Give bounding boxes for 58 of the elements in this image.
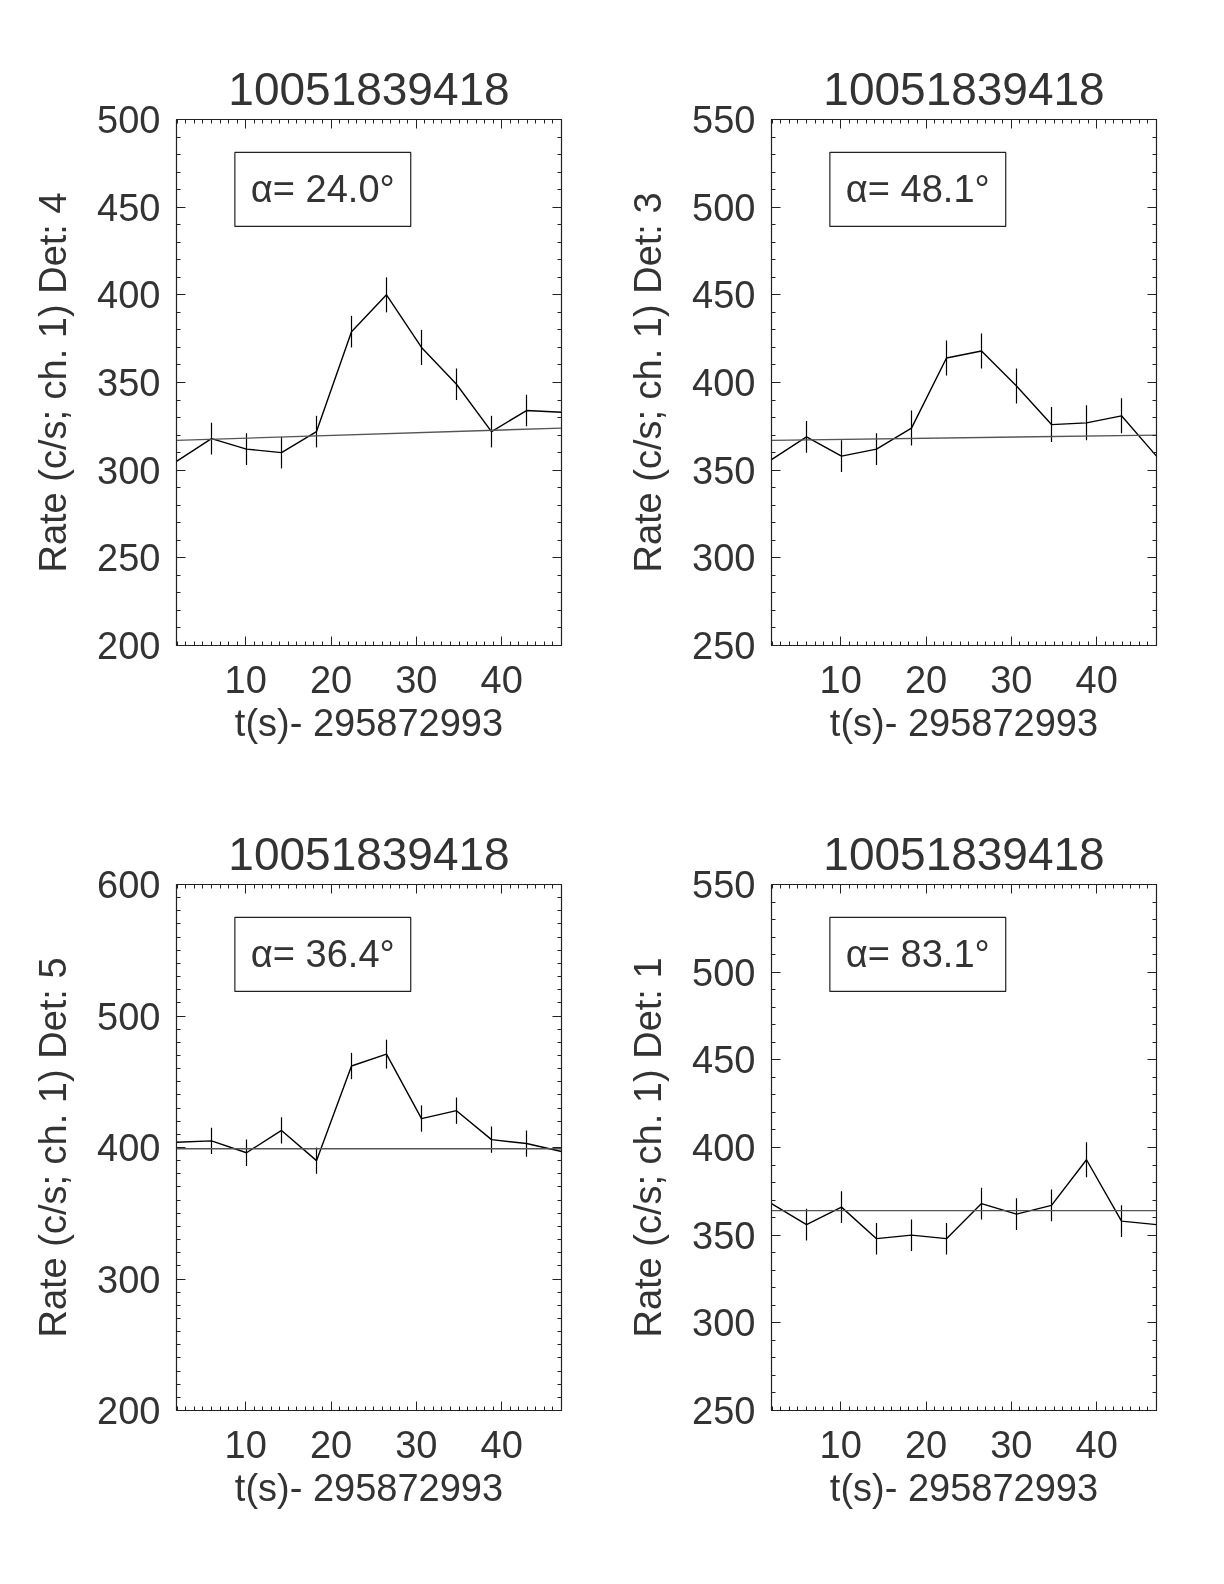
y-tick-label: 300: [692, 537, 756, 580]
chart-title: 10051839418: [823, 827, 1105, 880]
y-axis-title: Rate (c/s; ch. 1) Det: 3: [627, 192, 670, 573]
x-tick-label: 40: [1075, 658, 1118, 701]
x-tick-label: 40: [1075, 1423, 1118, 1466]
y-tick-label: 550: [692, 864, 756, 906]
x-tick-label: 40: [480, 1423, 523, 1466]
y-tick-label: 400: [97, 274, 161, 317]
y-tick-label: 400: [692, 1127, 756, 1169]
x-tick-label: 10: [224, 1423, 267, 1466]
x-tick-label: 10: [819, 658, 862, 701]
x-tick-label: 20: [904, 658, 948, 701]
x-tick-label: 30: [395, 1423, 438, 1466]
y-tick-label: 250: [692, 1390, 756, 1432]
annotation: α= 36.4°: [250, 933, 395, 976]
x-tick-label: 20: [309, 1423, 353, 1466]
annotation: α= 24.0°: [250, 168, 395, 211]
y-axis-title: Rate (c/s; ch. 1) Det: 5: [32, 957, 75, 1338]
y-tick-label: 450: [97, 186, 161, 229]
x-tick-label: 20: [904, 1423, 948, 1466]
x-axis-title: t(s)- 295872993: [829, 1466, 1099, 1509]
x-tick-label: 10: [819, 1423, 862, 1466]
annotation: α= 48.1°: [845, 168, 990, 211]
x-axis-title: t(s)- 295872993: [234, 701, 504, 744]
y-tick-label: 300: [97, 449, 161, 492]
x-tick-label: 30: [395, 658, 438, 701]
x-axis-title: t(s)- 295872993: [234, 1466, 504, 1509]
y-tick-label: 500: [97, 995, 161, 1038]
y-tick-label: 350: [97, 362, 161, 404]
y-tick-label: 500: [692, 951, 756, 994]
y-tick-label: 450: [692, 1039, 756, 1082]
y-tick-label: 400: [97, 1127, 161, 1169]
y-tick-label: 300: [97, 1258, 161, 1301]
y-tick-label: 500: [692, 186, 756, 229]
chart-title: 10051839418: [228, 827, 510, 880]
y-tick-label: 500: [97, 99, 161, 141]
y-tick-label: 250: [692, 625, 756, 667]
y-tick-label: 600: [97, 864, 161, 906]
y-axis-title: Rate (c/s; ch. 1) Det: 4: [32, 192, 75, 573]
annotation: α= 83.1°: [845, 933, 990, 976]
y-tick-label: 350: [692, 1214, 756, 1257]
x-tick-label: 10: [224, 658, 267, 701]
x-tick-label: 30: [990, 1423, 1033, 1466]
y-tick-label: 450: [692, 274, 756, 317]
x-axis-title: t(s)- 295872993: [829, 701, 1099, 744]
y-tick-label: 400: [692, 362, 756, 404]
x-tick-label: 30: [990, 658, 1033, 701]
chart-title: 10051839418: [228, 62, 510, 115]
y-tick-label: 200: [97, 1390, 161, 1432]
x-tick-label: 20: [309, 658, 353, 701]
y-tick-label: 350: [692, 449, 756, 492]
y-tick-label: 300: [692, 1302, 756, 1345]
y-tick-label: 550: [692, 99, 756, 141]
y-tick-label: 250: [97, 537, 161, 580]
y-axis-title: Rate (c/s; ch. 1) Det: 1: [627, 957, 670, 1338]
x-tick-label: 40: [480, 658, 523, 701]
chart-title: 10051839418: [823, 62, 1105, 115]
y-tick-label: 200: [97, 625, 161, 667]
